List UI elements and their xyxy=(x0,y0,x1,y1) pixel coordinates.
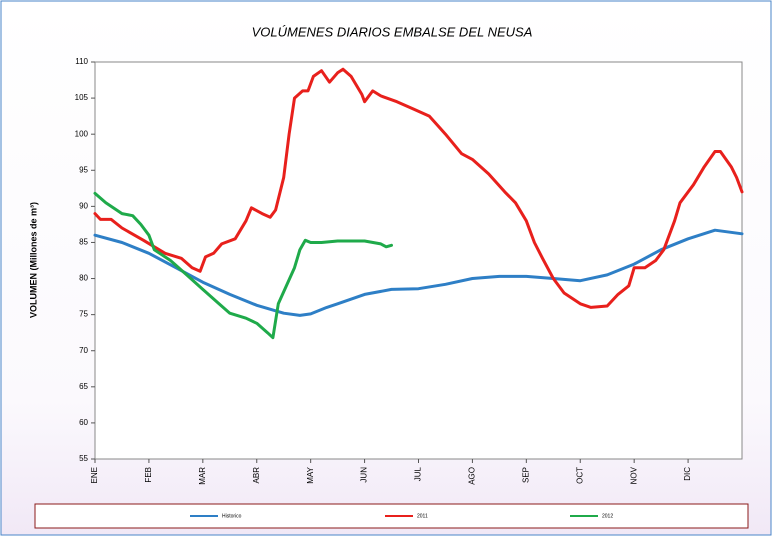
x-tick-label: JUN xyxy=(360,467,369,483)
x-tick-label: NOV xyxy=(629,466,638,484)
x-tick-label: DIC xyxy=(683,467,692,481)
y-tick-label: 55 xyxy=(79,454,88,463)
x-tick-label: JUL xyxy=(414,466,423,481)
y-tick-label: 60 xyxy=(79,418,88,427)
legend-label: 2012 xyxy=(602,513,613,519)
chart-title: VOLÚMENES DIARIOS EMBALSE DEL NEUSA xyxy=(252,24,533,39)
legend-label: Historico xyxy=(222,513,242,519)
x-tick-label: FEB xyxy=(144,467,153,483)
x-tick-label: MAY xyxy=(306,466,315,483)
y-tick-label: 80 xyxy=(79,274,88,283)
series-line xyxy=(93,67,744,309)
x-tick-label: ABR xyxy=(252,467,261,484)
y-tick-label: 75 xyxy=(79,310,88,319)
series-line xyxy=(93,191,393,340)
x-tick-label: OCT xyxy=(575,467,584,484)
y-tick-label: 105 xyxy=(75,93,89,102)
series-line xyxy=(93,228,744,317)
y-tick-label: 65 xyxy=(79,382,88,391)
y-tick-label: 90 xyxy=(79,201,88,210)
y-tick-label: 100 xyxy=(75,129,89,138)
y-tick-label: 85 xyxy=(79,238,88,247)
plot-area xyxy=(94,61,743,460)
y-tick-label: 95 xyxy=(79,165,88,174)
y-axis-label: VOLUMEN (Millones de m³) xyxy=(28,202,38,318)
legend-label: 2011 xyxy=(417,513,428,519)
y-tick-label: 110 xyxy=(75,57,88,66)
x-tick-label: ENE xyxy=(90,467,99,483)
x-tick-label: SEP xyxy=(521,467,530,483)
x-tick-label: AGO xyxy=(468,467,477,485)
x-tick-label: MAR xyxy=(198,467,207,485)
y-tick-label: 70 xyxy=(79,346,88,355)
